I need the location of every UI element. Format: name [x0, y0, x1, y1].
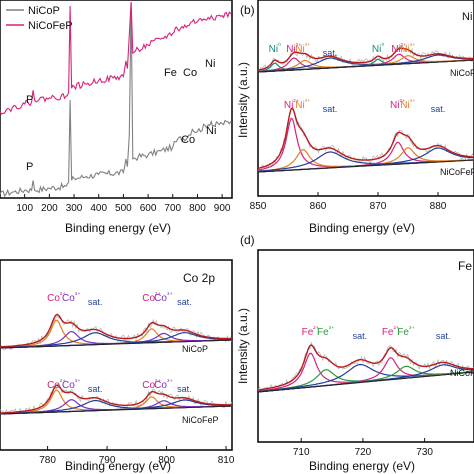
- fit-component-4-2: [257, 363, 474, 393]
- nicop-peak-label-3: sat.: [323, 48, 338, 58]
- nicofep-peak-label-4: Fe³⁺: [397, 326, 415, 338]
- background-line-nicop: [257, 59, 474, 73]
- x-axis-tick-label-0: 850: [250, 201, 267, 212]
- legend-label-nicop: NiCoP: [28, 5, 60, 17]
- panel-title: Fe: [458, 259, 472, 273]
- annotation-p-nicofep: P: [26, 94, 33, 106]
- sample-label-nicop: NiCoP: [182, 344, 208, 354]
- x-axis-tick-label-2: 800: [158, 455, 175, 466]
- background-line-nicofep: [257, 371, 474, 393]
- x-axis-tick-label-3: 880: [430, 201, 447, 212]
- panel-d-fe2p: (d) Fe Fe²⁺Fe³⁺sat. Fe²⁺Fe³⁺sat. 710 720 73…: [236, 233, 474, 473]
- envelope-fit-nicop: [0, 313, 232, 348]
- series-line-nicop: [0, 1, 232, 198]
- sample-label-nicofep: NiCoFeP: [450, 368, 474, 378]
- sample-label-nicofep: NiCoFeP: [182, 415, 219, 425]
- nicop-peak-label-4: Co³⁺: [154, 292, 173, 304]
- x-axis-label: Binding energy (eV): [65, 459, 171, 473]
- fit-component-3-3: [0, 396, 233, 415]
- y-axis-label: Intensity (a.u.): [236, 62, 250, 138]
- x-axis-tick-label-0: 710: [293, 447, 310, 458]
- x-axis-tick-label-1: 200: [41, 203, 58, 214]
- raw-spectrum-nicop: [0, 314, 233, 351]
- legend: NiCoP NiCoFeP: [6, 5, 73, 32]
- nicofep-peak-label-5: sat.: [431, 104, 446, 114]
- x-axis-label: Binding energy (eV): [309, 221, 415, 235]
- x-axis-tick-label-2: 300: [66, 203, 83, 214]
- nicofep-peak-label-1: Co³⁺: [62, 379, 81, 391]
- annotation-ni-nicop: Ni: [206, 125, 216, 137]
- nicofep-peak-label-1: Ni³⁺: [295, 99, 311, 111]
- raw-spectrum-nicop: [257, 44, 474, 72]
- panel-a-frame: [0, 0, 233, 199]
- nicop-peak-label-2: sat.: [88, 297, 103, 307]
- x-axis-tick-label-7: 800: [189, 203, 206, 214]
- nicofep-peak-label-4: Ni³⁺: [400, 99, 416, 111]
- sample-label-nicop: NiCoP: [450, 68, 474, 78]
- background-line-nicofep: [257, 159, 474, 173]
- nicop-peak-label-0: Ni⁰: [269, 42, 281, 55]
- annotation-fe-nicofep: Fe: [164, 67, 177, 79]
- nicofep-peak-label-1: Fe³⁺: [317, 326, 335, 338]
- nicop-peak-label-1: Co³⁺: [62, 292, 81, 304]
- panel-b-ni2p: (b) Ni Ni⁰ Ni²⁺Ni³⁺sat. Ni⁰ Ni²⁺Ni³⁺Ni²⁺Ni³…: [236, 0, 474, 235]
- nicop-peak-label-5: sat.: [177, 297, 192, 307]
- nicop-peak-label-2: Ni³⁺: [295, 43, 311, 55]
- panel-letter-b: (b): [240, 3, 255, 17]
- x-axis-label: Binding energy (eV): [65, 221, 171, 235]
- nicop-peak-label-4: Ni⁰: [372, 42, 384, 55]
- fit-component-4-0: [257, 352, 474, 392]
- nicofep-peak-label-2: sat.: [323, 104, 338, 114]
- x-axis-tick-label-0: 780: [39, 455, 56, 466]
- panel-c-frame: [0, 259, 233, 451]
- nicofep-peak-label-2: sat.: [353, 331, 368, 341]
- x-axis-tick-label-5: 600: [140, 203, 157, 214]
- annotation-ni-nicofep: Ni: [205, 58, 215, 70]
- envelope-fit-nicofep: [0, 384, 232, 414]
- x-axis-tick-label-1: 720: [355, 447, 372, 458]
- panel-d-frame: [257, 249, 474, 443]
- annotation-co-nicofep: Co: [183, 67, 197, 79]
- envelope-fit-nicofep: [257, 107, 474, 170]
- panel-b-frame: [257, 0, 474, 197]
- annotation-co-nicop: Co: [181, 134, 195, 146]
- panel-letter-d: (d): [240, 233, 255, 247]
- x-axis-label: Binding energy (eV): [309, 459, 415, 473]
- x-axis-tick-label-2: 870: [370, 201, 387, 212]
- x-axis-tick-label-2: 730: [416, 447, 433, 458]
- envelope-fit-nicop: [257, 47, 474, 71]
- x-axis-tick-label-1: 790: [99, 455, 116, 466]
- x-axis-tick-label-8: 900: [214, 203, 231, 214]
- panel-title: Ni: [462, 11, 472, 23]
- x-axis-tick-label-0: 100: [16, 203, 33, 214]
- panel-title: Co 2p: [183, 271, 215, 285]
- legend-label-nicofep: NiCoFeP: [28, 20, 73, 32]
- sample-label-nicofep: NiCoFeP: [440, 167, 474, 177]
- envelope-fit-nicofep: [257, 344, 474, 391]
- nicofep-peak-label-5: sat.: [436, 331, 451, 341]
- x-axis-tick-label-6: 700: [164, 203, 181, 214]
- nicofep-peak-label-2: sat.: [88, 384, 103, 394]
- x-axis-tick-label-3: 400: [90, 203, 107, 214]
- nicofep-peak-label-4: Co³⁺: [154, 379, 173, 391]
- background-line-nicop: [0, 339, 233, 349]
- panel-a-survey: 100 200 300 400 500 600 700 800 900 NiCoP NiCoFe…: [0, 0, 233, 235]
- x-axis-tick-label-4: 500: [115, 203, 132, 214]
- series-line-nicofep: [0, 1, 232, 115]
- x-axis-tick-label-3: 810: [218, 455, 235, 466]
- x-axis-tick-label-1: 860: [310, 201, 327, 212]
- nicofep-peak-label-5: sat.: [177, 384, 192, 394]
- annotation-p-nicop: P: [26, 161, 33, 173]
- panel-c-co2p: Co 2p Co²⁺Co³⁺sat. Co²⁺Co³⁺sat.Co²⁺Co³⁺sa…: [0, 259, 235, 473]
- y-axis-label: Intensity (a.u.): [236, 308, 250, 384]
- background-line-nicofep: [0, 405, 233, 415]
